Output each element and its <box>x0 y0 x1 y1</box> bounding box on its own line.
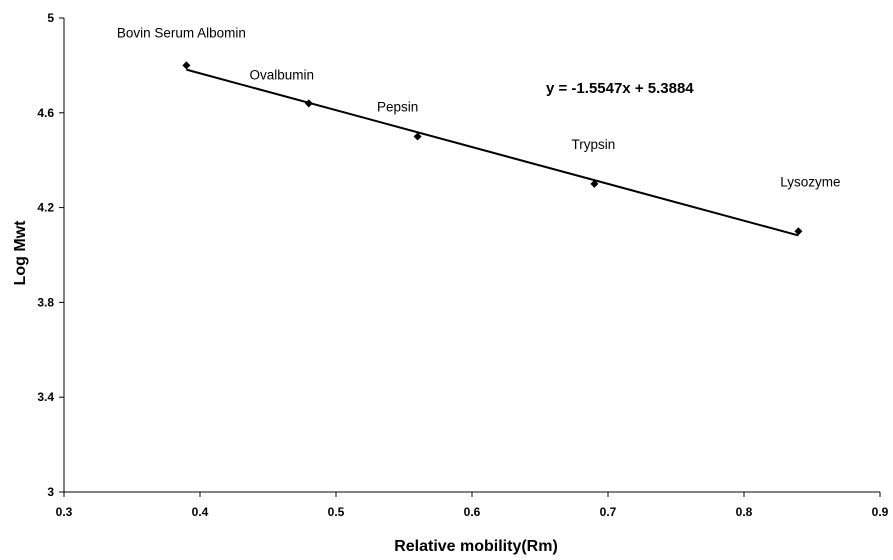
x-tick-label: 0.7 <box>600 505 617 519</box>
y-axis-title: Log Mwt <box>12 220 29 286</box>
x-tick-label: 0.8 <box>736 505 753 519</box>
y-tick-label: 5 <box>47 11 54 25</box>
data-point <box>304 99 313 108</box>
point-label: Pepsin <box>377 100 418 115</box>
data-point <box>182 61 191 70</box>
y-tick-label: 3.4 <box>37 390 54 404</box>
y-tick-label: 3.8 <box>37 295 54 309</box>
data-point <box>794 227 803 236</box>
point-label: Ovalbumin <box>250 67 315 82</box>
trendline-group <box>186 68 799 237</box>
point-label: Bovin Serum Albomin <box>117 25 246 40</box>
y-tick-label: 3 <box>47 485 54 499</box>
point-label: Lysozyme <box>780 174 840 189</box>
x-tick-label: 0.4 <box>192 505 209 519</box>
y-tick-label: 4.2 <box>37 201 54 215</box>
points-group <box>182 61 803 236</box>
x-tick-label: 0.9 <box>872 505 889 519</box>
data-point <box>590 179 599 188</box>
data-point <box>413 132 422 141</box>
x-tick-label: 0.5 <box>328 505 345 519</box>
point-labels-group: Bovin Serum Albomin Ovalbumin Pepsin Trypsi… <box>117 25 841 189</box>
x-tick-label: 0.3 <box>56 505 73 519</box>
point-label: Trypsin <box>572 137 616 152</box>
axes: 0.3 0.4 0.5 0.6 0.7 0.8 0.9 3 3.4 3.8 4.2 4.6 5 <box>37 11 888 519</box>
trendline-equation: y = -1.5547x + 5.3884 <box>546 80 694 97</box>
trendline <box>186 68 799 237</box>
x-tick-label: 0.6 <box>464 505 481 519</box>
x-axis-title: Relative mobility(Rm) <box>394 538 558 555</box>
y-tick-label: 4.6 <box>37 106 54 120</box>
